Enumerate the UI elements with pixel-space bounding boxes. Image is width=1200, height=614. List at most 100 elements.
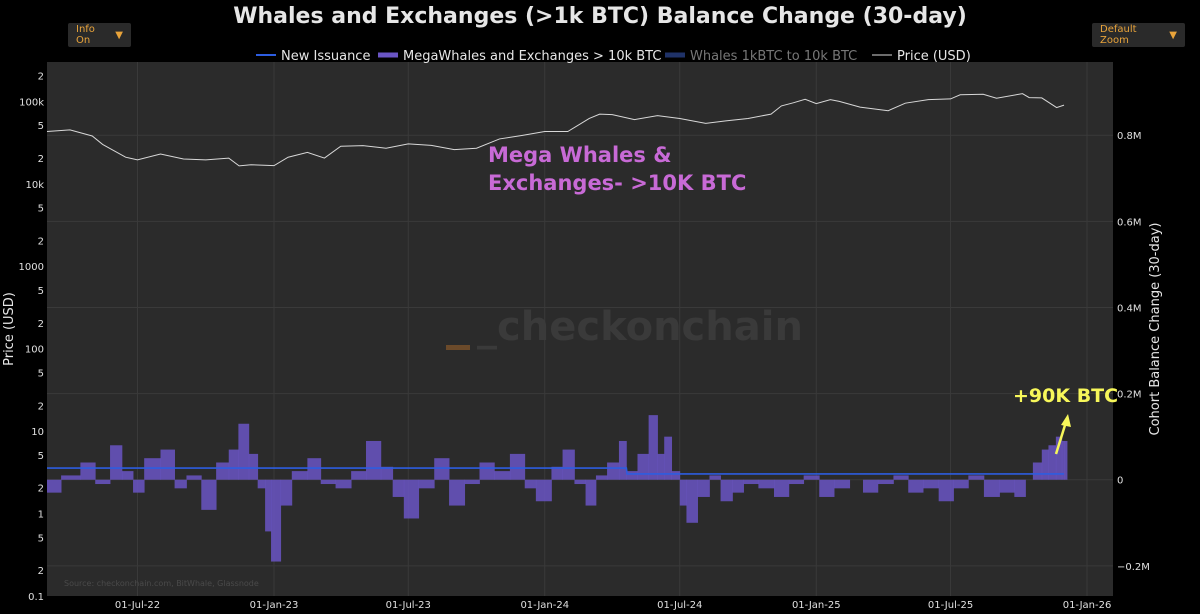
mega-whales-annotation-line1: Mega Whales &	[488, 143, 672, 167]
megawhales-bar	[671, 471, 681, 480]
x-tick-label: 01-Jan-25	[792, 600, 841, 611]
megawhales-bar	[819, 479, 835, 497]
y-left-minor-tick-label: 5	[38, 533, 44, 544]
legend-swatch	[872, 54, 892, 56]
watermark-underline	[446, 345, 470, 350]
megawhales-bar	[664, 436, 673, 480]
x-tick-label: 01-Jan-23	[250, 600, 299, 611]
megawhales-bar	[365, 440, 382, 480]
megawhales-bar	[758, 479, 775, 489]
y-left-minor-tick-label: 2	[38, 319, 44, 330]
megawhales-bar	[773, 479, 790, 497]
megawhales-bar	[271, 479, 282, 562]
y-left-minor-tick-label: 5	[38, 121, 44, 132]
megawhales-bar	[637, 453, 650, 480]
megawhales-bar	[265, 479, 272, 532]
mega-whales-annotation-line2: Exchanges- >10K BTC	[488, 171, 746, 195]
megawhales-bar	[280, 479, 293, 506]
info-toggle-button[interactable]: Info On ▼	[68, 23, 131, 47]
megawhales-bar	[121, 471, 134, 480]
y-right-label: Cohort Balance Change (30-day)	[1148, 223, 1163, 436]
megawhales-bar	[144, 458, 161, 480]
megawhales-bar	[61, 475, 81, 480]
megawhales-bar	[697, 479, 710, 497]
y-left-minor-tick-label: 5	[38, 286, 44, 297]
y-right-tick-label: 0.4M	[1117, 303, 1142, 314]
megawhales-bar	[834, 479, 851, 489]
megawhales-bar	[923, 479, 940, 489]
megawhales-bar	[307, 458, 322, 480]
megawhales-bar	[1055, 436, 1063, 480]
megawhales-bar	[524, 479, 537, 489]
megawhales-bar	[968, 475, 985, 480]
megawhales-bar	[863, 479, 879, 493]
zoom-select-button[interactable]: Default Zoom ▼	[1092, 23, 1185, 47]
megawhales-bar	[1041, 449, 1049, 480]
megawhales-bar	[595, 475, 608, 480]
y-right-tick-label: −0.2M	[1117, 562, 1150, 573]
megawhales-bar	[238, 423, 250, 480]
megawhales-bar	[953, 479, 969, 489]
y-left-label: Price (USD)	[2, 292, 17, 366]
megawhales-bar	[574, 479, 586, 485]
megawhales-bar	[335, 479, 352, 489]
megawhales-bar	[788, 479, 805, 485]
y-left-tick-label: 1000	[19, 262, 44, 273]
chevron-down-icon: ▼	[1169, 29, 1177, 41]
megawhales-bar	[47, 479, 62, 493]
megawhales-bar	[720, 479, 733, 502]
megawhales-bar	[938, 479, 954, 502]
chevron-down-icon: ▼	[115, 29, 123, 41]
megawhales-bar	[418, 479, 435, 489]
y-left-minor-tick-label: 2	[38, 236, 44, 247]
date-axis: 01-Jul-22 01-Jan-23 01-Jul-23 01-Jan-24 01-J…	[115, 600, 1112, 611]
new-issuance-line	[47, 467, 1065, 475]
y-right-tick-label: 0	[1117, 476, 1123, 487]
megawhales-bar	[1032, 462, 1043, 480]
megawhales-bar	[1064, 440, 1068, 480]
x-tick-label: 01-Jul-23	[386, 600, 431, 611]
megawhales-bar	[95, 479, 111, 485]
y-left-tick-label: 100	[25, 345, 44, 356]
chart-title: Whales and Exchanges (>1k BTC) Balance C…	[233, 4, 967, 29]
price-axis: 0.1 2 5 1 2 5 10 2 5 100 2 5 1000 2 5 10k 2 5 100k 2	[19, 72, 45, 603]
y-right-tick-label: 0.2M	[1117, 390, 1142, 401]
megawhales-bar	[657, 453, 665, 480]
megawhales-bar	[228, 449, 239, 480]
megawhales-bar	[380, 466, 394, 480]
plot-area	[47, 62, 1113, 596]
callout-arrow-shaft	[1054, 421, 1068, 455]
megawhales-bar	[110, 445, 123, 480]
balance-axis: −0.2M 0 0.2M 0.4M 0.6M 0.8M	[1117, 131, 1150, 573]
megawhales-bar	[1048, 445, 1057, 480]
y-left-minor-tick-label: 2	[38, 154, 44, 165]
y-left-minor-tick-label: 5	[38, 368, 44, 379]
y-left-minor-tick-label: 2	[38, 72, 44, 83]
megawhales-bar	[1014, 479, 1026, 497]
megawhales-bar	[133, 479, 145, 493]
legend-label: Whales 1kBTC to 10k BTC	[690, 49, 857, 64]
y-left-minor-tick-label: 2	[38, 484, 44, 495]
megawhales-bar	[686, 479, 698, 523]
y-left-tick-label: 100k	[19, 97, 44, 108]
x-tick-label: 01-Jul-24	[657, 600, 702, 611]
megawhales-bar	[585, 479, 597, 506]
megawhales-bar	[509, 453, 526, 480]
series-layer	[46, 93, 1068, 562]
x-tick-label: 01-Jul-22	[115, 600, 160, 611]
megawhales-bar	[464, 479, 480, 485]
info-toggle-label: Info On	[76, 24, 95, 46]
megawhales-bar	[803, 475, 820, 480]
y-left-minor-tick-label: 2	[38, 566, 44, 577]
y-left-tick-label: 10k	[25, 180, 44, 191]
megawhales-bar	[1061, 440, 1065, 480]
megawhales-bar	[551, 466, 563, 480]
megawhales-bar	[80, 462, 96, 480]
megawhales-bar	[201, 479, 217, 510]
megawhales-bar	[174, 479, 187, 489]
callout-arrow-head	[1061, 414, 1071, 427]
megawhales-bar	[434, 458, 450, 480]
megawhales-bar	[607, 462, 620, 480]
megawhales-bar	[709, 475, 721, 480]
